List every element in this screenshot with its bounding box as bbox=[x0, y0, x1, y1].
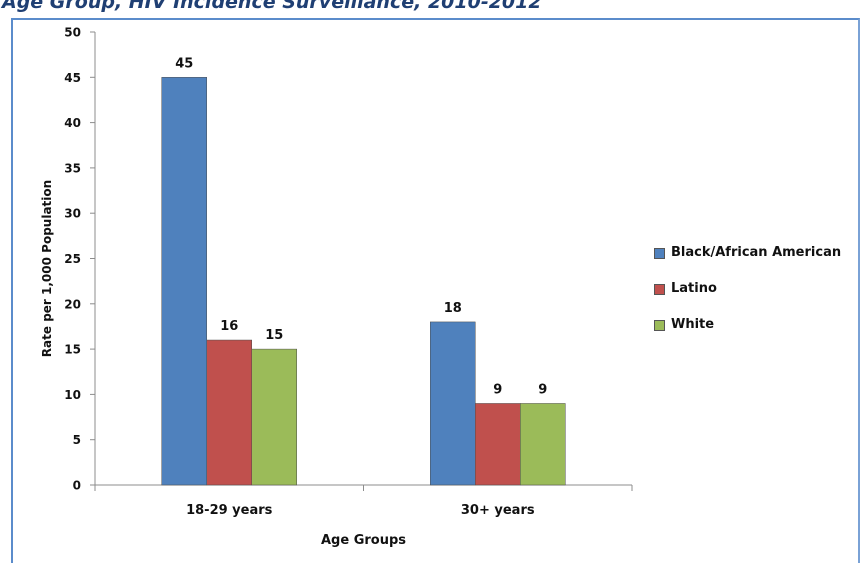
x-tick-label: 18-29 years bbox=[186, 503, 273, 518]
bar bbox=[520, 403, 566, 486]
y-tick-label: 50 bbox=[64, 26, 81, 40]
y-tick-label: 35 bbox=[64, 161, 81, 175]
data-label: 45 bbox=[175, 56, 193, 71]
legend-label: White bbox=[671, 317, 715, 332]
data-label: 9 bbox=[538, 382, 547, 397]
legend-label: Black/African American bbox=[671, 245, 842, 260]
legend-swatch bbox=[654, 284, 665, 295]
data-label: 16 bbox=[220, 319, 238, 334]
y-tick-label: 15 bbox=[64, 343, 81, 357]
y-tick-label: 20 bbox=[64, 297, 81, 311]
chart-frame bbox=[11, 18, 860, 563]
title-strip: Age Group, HIV Incidence Surveillance, 2… bbox=[0, 0, 862, 18]
bar bbox=[430, 321, 476, 486]
data-label: 18 bbox=[444, 301, 462, 316]
y-tick-label: 25 bbox=[64, 252, 81, 266]
bar bbox=[251, 348, 297, 486]
data-label: 15 bbox=[265, 328, 283, 343]
y-axis-title: Rate per 1,000 Population bbox=[40, 180, 54, 357]
chart-title: Age Group, HIV Incidence Surveillance, 2… bbox=[2, 0, 542, 13]
y-tick-label: 45 bbox=[64, 71, 81, 85]
y-tick-label: 10 bbox=[64, 388, 81, 402]
legend-swatch bbox=[654, 320, 665, 331]
data-label: 9 bbox=[493, 382, 502, 397]
legend-label: Latino bbox=[671, 281, 717, 296]
y-tick-label: 0 bbox=[73, 479, 81, 493]
bar bbox=[161, 77, 207, 486]
bar bbox=[475, 403, 521, 486]
y-tick-label: 30 bbox=[64, 207, 81, 221]
y-tick-label: 40 bbox=[64, 116, 81, 130]
legend-swatch bbox=[654, 248, 665, 259]
y-tick-label: 5 bbox=[73, 433, 81, 447]
x-tick-label: 30+ years bbox=[461, 503, 535, 518]
bar bbox=[206, 339, 252, 486]
x-axis-title: Age Groups bbox=[321, 533, 406, 548]
